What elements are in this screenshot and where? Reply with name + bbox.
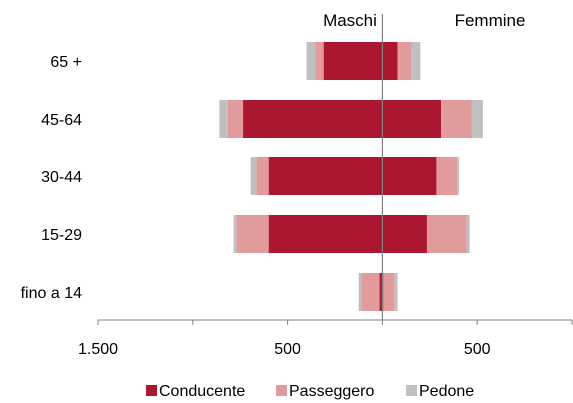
legend-swatch-conducente bbox=[146, 385, 157, 396]
bar-pedone-femmine-3 bbox=[466, 215, 470, 253]
legend-swatch-passeggero bbox=[276, 385, 287, 396]
bar-conducente-femmine-0 bbox=[382, 42, 398, 80]
bar-passeggero-maschi-4 bbox=[361, 273, 380, 311]
bar-pedone-femmine-2 bbox=[457, 157, 460, 195]
legend-label-pedone: Pedone bbox=[419, 383, 474, 400]
side-label-femmine: Femmine bbox=[455, 11, 526, 30]
x-tick-label: 500 bbox=[464, 341, 491, 358]
bar-passeggero-femmine-0 bbox=[397, 42, 412, 80]
bar-conducente-femmine-1 bbox=[382, 100, 442, 138]
bar-passeggero-maschi-2 bbox=[256, 157, 269, 195]
bar-pedone-maschi-3 bbox=[233, 215, 237, 253]
bar-passeggero-femmine-2 bbox=[436, 157, 458, 195]
legend: Conducente Passeggero Pedone bbox=[146, 383, 474, 400]
bar-pedone-maschi-1 bbox=[219, 100, 228, 138]
bar-conducente-maschi-4 bbox=[379, 273, 383, 311]
bar-pedone-maschi-0 bbox=[306, 42, 316, 80]
category-label: 30-44 bbox=[41, 169, 82, 186]
legend-label-passeggero: Passeggero bbox=[289, 383, 374, 400]
bar-passeggero-femmine-3 bbox=[426, 215, 467, 253]
bar-pedone-maschi-2 bbox=[250, 157, 257, 195]
bar-conducente-maschi-1 bbox=[243, 100, 383, 138]
bar-passeggero-maschi-3 bbox=[236, 215, 269, 253]
legend-swatch-pedone bbox=[406, 385, 417, 396]
bar-pedone-femmine-0 bbox=[411, 42, 421, 80]
x-axis-ticks: 1.500 500 500 bbox=[78, 320, 573, 358]
x-tick-label: 500 bbox=[274, 341, 301, 358]
bars-layer bbox=[219, 42, 483, 311]
bar-conducente-femmine-2 bbox=[382, 157, 437, 195]
category-label: 65 + bbox=[50, 54, 82, 71]
x-axis: 1.500 500 500 bbox=[78, 319, 573, 358]
bar-conducente-maschi-2 bbox=[268, 157, 383, 195]
x-tick-label: 1.500 bbox=[78, 341, 118, 358]
bar-conducente-maschi-3 bbox=[268, 215, 383, 253]
category-label: 45-64 bbox=[41, 112, 82, 129]
legend-label-conducente: Conducente bbox=[159, 383, 245, 400]
bar-passeggero-femmine-1 bbox=[441, 100, 472, 138]
bar-passeggero-maschi-0 bbox=[315, 42, 324, 80]
bar-passeggero-maschi-1 bbox=[227, 100, 244, 138]
category-label: fino a 14 bbox=[21, 285, 82, 302]
category-labels: 65 + 45-64 30-44 15-29 fino a 14 bbox=[21, 54, 82, 302]
bar-conducente-maschi-0 bbox=[323, 42, 383, 80]
bar-conducente-femmine-3 bbox=[382, 215, 427, 253]
bar-pedone-maschi-4 bbox=[358, 273, 362, 311]
bar-passeggero-femmine-4 bbox=[383, 273, 395, 311]
bar-pedone-femmine-4 bbox=[394, 273, 398, 311]
category-label: 15-29 bbox=[41, 227, 82, 244]
side-label-maschi: Maschi bbox=[323, 11, 377, 30]
bar-pedone-femmine-1 bbox=[471, 100, 483, 138]
